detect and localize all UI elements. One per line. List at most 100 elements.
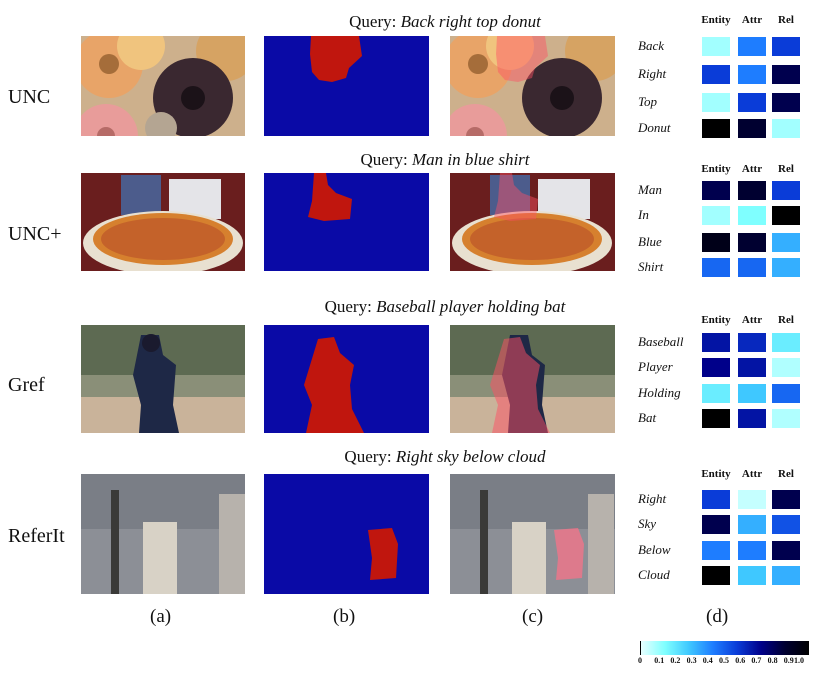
weight-cell xyxy=(738,181,766,200)
query-title-4: Query: Right sky below cloud xyxy=(344,447,546,466)
word-label: Man xyxy=(638,182,662,197)
weight-cell xyxy=(772,37,800,56)
weight-cell xyxy=(738,119,766,138)
weight-cell xyxy=(772,119,800,138)
colorbar-tick: 0.1 xyxy=(654,656,665,665)
weight-cell xyxy=(702,65,730,84)
header-attr: Attr xyxy=(741,14,763,26)
word-label: Sky xyxy=(638,516,657,531)
dataset-label-unc-plus: UNC+ xyxy=(8,223,62,245)
header-entity: Entity xyxy=(701,314,731,326)
column-label-c: (c) xyxy=(522,606,544,627)
word-label: Top xyxy=(638,94,658,109)
colorbar-tick: 0.7 xyxy=(751,656,762,665)
weight-cell xyxy=(702,358,730,377)
weight-cell xyxy=(738,258,766,277)
header-entity: Entity xyxy=(701,163,731,175)
word-label: In xyxy=(638,207,649,222)
weight-cell xyxy=(738,566,766,585)
column-label-b: (b) xyxy=(333,606,356,627)
input-image-pizza xyxy=(81,173,245,271)
weight-cell xyxy=(702,233,730,252)
weight-cell xyxy=(738,65,766,84)
weight-cell xyxy=(702,119,730,138)
input-image-city xyxy=(81,474,245,594)
header-rel: Rel xyxy=(778,14,794,26)
mask-baseball xyxy=(264,325,429,433)
weight-cell xyxy=(738,358,766,377)
weight-cell xyxy=(702,93,730,112)
header-attr: Attr xyxy=(741,163,763,175)
weight-cell xyxy=(738,490,766,509)
weight-cell xyxy=(738,93,766,112)
word-label: Player xyxy=(638,359,673,374)
weight-cell xyxy=(702,541,730,560)
weight-cell xyxy=(772,490,800,509)
mask-donuts xyxy=(264,36,429,136)
overlay-pizza xyxy=(450,173,615,271)
weight-cell xyxy=(738,333,766,352)
overlay-baseball xyxy=(450,325,615,433)
weight-cell xyxy=(738,384,766,403)
word-label: Bat xyxy=(638,410,657,425)
dataset-label-referit: ReferIt xyxy=(8,525,65,547)
word-label: Shirt xyxy=(638,259,664,274)
overlay-city xyxy=(450,474,615,594)
weight-cell xyxy=(738,233,766,252)
colorbar-tick: 0.3 xyxy=(686,656,697,665)
weight-cell xyxy=(772,333,800,352)
weight-cell xyxy=(772,358,800,377)
query-title-2: Query: Man in blue shirt xyxy=(360,150,530,169)
weight-cell xyxy=(772,541,800,560)
header-attr: Attr xyxy=(741,468,763,480)
word-label: Blue xyxy=(638,234,662,249)
weight-cell xyxy=(738,206,766,225)
weight-cell xyxy=(702,181,730,200)
word-label: Right xyxy=(638,66,667,81)
input-image-baseball xyxy=(81,325,245,433)
mask-city xyxy=(264,474,429,594)
weight-cell xyxy=(772,65,800,84)
word-label: Baseball xyxy=(638,334,684,349)
word-label: Cloud xyxy=(638,567,670,582)
query-title-1: Query: Back right top donut xyxy=(349,12,541,31)
header-entity: Entity xyxy=(701,468,731,480)
weight-cell xyxy=(772,409,800,428)
colorbar-tick: 0.8 xyxy=(767,656,778,665)
header-entity: Entity xyxy=(701,14,731,26)
weight-cell xyxy=(702,384,730,403)
column-label-d: (d) xyxy=(706,606,729,627)
header-rel: Rel xyxy=(778,314,794,326)
query-title-3: Query: Baseball player holding bat xyxy=(324,297,566,316)
input-image-donuts xyxy=(81,36,245,136)
weight-cell xyxy=(702,409,730,428)
mask-pizza xyxy=(264,173,429,271)
colorbar-tick: 1.0 xyxy=(794,656,804,665)
weight-cell xyxy=(738,515,766,534)
word-label: Donut xyxy=(638,120,671,135)
colorbar-tick: 0.4 xyxy=(702,656,713,665)
weight-cell xyxy=(772,515,800,534)
word-label: Right xyxy=(638,491,667,506)
weight-cell xyxy=(772,93,800,112)
dataset-label-unc: UNC xyxy=(8,86,51,108)
header-attr: Attr xyxy=(741,314,763,326)
weight-cell xyxy=(772,206,800,225)
column-label-a: (a) xyxy=(150,606,172,627)
weight-cell xyxy=(702,490,730,509)
weight-cell xyxy=(772,566,800,585)
colorbar-tick: 0 xyxy=(638,656,642,665)
colorbar-tick: 0.5 xyxy=(719,656,729,665)
header-rel: Rel xyxy=(778,163,794,175)
colorbar-tick: 0.9 xyxy=(783,656,794,665)
weight-cell xyxy=(772,181,800,200)
weight-cell xyxy=(702,37,730,56)
colorbar-tick: 0.2 xyxy=(670,656,681,665)
colorbar-tick: 0.6 xyxy=(735,656,746,665)
word-label: Below xyxy=(638,542,671,557)
weight-cell xyxy=(772,233,800,252)
weight-cell xyxy=(702,258,730,277)
weight-cell xyxy=(702,333,730,352)
weight-cell xyxy=(738,37,766,56)
weight-cell xyxy=(738,541,766,560)
